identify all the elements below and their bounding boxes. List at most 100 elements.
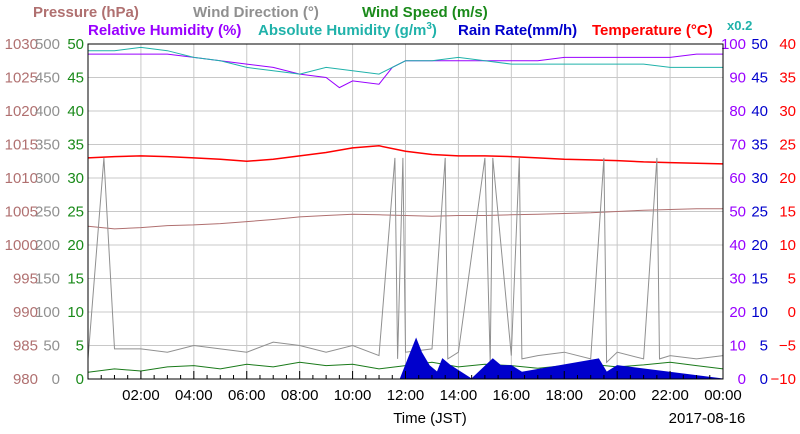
rain-rate-tick-label: 0 (760, 371, 768, 388)
pressure-tick-label: 1005 (5, 204, 38, 221)
humidity-tick-label: 60 (729, 170, 746, 187)
plot-area: 02:00 04:00 06:00 08:00 10:00 12:00 14:00 16:00… (87, 43, 742, 404)
wind-speed-tick-label: 10 (67, 304, 84, 321)
temperature-tick-label: 10 (779, 237, 796, 254)
wind-direction-tick-label: 300 (35, 170, 60, 187)
humidity-tick-label: 70 (729, 137, 746, 154)
wind-speed-tick-label: 15 (67, 271, 84, 288)
wind-direction-tick-label: 450 (35, 70, 60, 87)
x-tick-label: 18:00 (545, 387, 583, 404)
rain-rate-axis-labels: 0 5 10 15 20 25 30 35 40 45 50 (751, 36, 768, 388)
humidity-tick-label: 0 (738, 371, 746, 388)
header-relative-humidity: Relative Humidity (%) (88, 22, 241, 39)
series-temperature-c (87, 145, 724, 165)
pressure-tick-label: 980 (13, 371, 38, 388)
temperature-tick-label: 25 (779, 137, 796, 154)
rain-rate-tick-label: 20 (751, 237, 768, 254)
x-axis-label: Time (JST) (393, 410, 467, 427)
wind-speed-tick-label: 20 (67, 237, 84, 254)
temperature-tick-label: 40 (779, 36, 796, 53)
wind-speed-tick-label: 30 (67, 170, 84, 187)
wind-direction-axis-labels: 0 50 100 150 200 250 300 350 400 450 500 (35, 36, 60, 388)
temperature-tick-label: 20 (779, 170, 796, 187)
pressure-tick-label: 985 (13, 338, 38, 355)
pressure-tick-label: 1020 (5, 103, 38, 120)
header-pressure: Pressure (hPa) (33, 4, 139, 21)
pressure-tick-label: 1000 (5, 237, 38, 254)
rain-rate-tick-label: 40 (751, 103, 768, 120)
pressure-tick-label: 1010 (5, 170, 38, 187)
x-axis-ticks: 02:00 04:00 06:00 08:00 10:00 12:00 14:00 16:00… (87, 371, 742, 404)
date-label: 2017-08-16 (669, 410, 746, 427)
temperature-tick-label: 15 (779, 204, 796, 221)
wind-speed-tick-label: 40 (67, 103, 84, 120)
pressure-tick-label: 995 (13, 271, 38, 288)
x-tick-label: 22:00 (651, 387, 689, 404)
wind-speed-axis-labels: 0 5 10 15 20 25 30 35 40 45 50 (67, 36, 84, 388)
series-wind-direction (87, 157, 724, 364)
temperature-tick-label: 30 (779, 103, 796, 120)
x-tick-label: 16:00 (493, 387, 531, 404)
wind-speed-tick-label: 0 (76, 371, 84, 388)
pressure-axis-labels: 980 985 990 995 1000 1005 1010 1015 1020 1025 1030 (5, 36, 38, 388)
series-absolute-humidity-g-m3 (88, 46, 723, 75)
wind-direction-tick-label: 150 (35, 271, 60, 288)
wind-direction-tick-label: 0 (52, 371, 60, 388)
humidity-tick-label: 100 (721, 36, 746, 53)
pressure-tick-label: 1030 (5, 36, 38, 53)
humidity-tick-label: 10 (729, 338, 746, 355)
x-tick-label: 08:00 (281, 387, 319, 404)
humidity-tick-label: 50 (729, 204, 746, 221)
header-absolute-humidity-prefix: Absolute Humidity (g/m (258, 22, 426, 39)
x-tick-label: 00:00 (704, 387, 742, 404)
x-tick-label: 12:00 (387, 387, 425, 404)
series-pressure-hpa (87, 208, 723, 230)
temperature-tick-label: −10 (771, 371, 796, 388)
rain-rate-tick-label: 5 (760, 338, 768, 355)
wind-direction-tick-label: 500 (35, 36, 60, 53)
rain-rate-tick-label: 15 (751, 271, 768, 288)
header-legend: Pressure (hPa) Wind Direction (°) Wind S… (33, 4, 752, 39)
wind-direction-tick-label: 400 (35, 103, 60, 120)
x-tick-label: 14:00 (440, 387, 478, 404)
temperature-tick-label: 5 (788, 271, 796, 288)
humidity-tick-label: 90 (729, 70, 746, 87)
humidity-tick-label: 20 (729, 304, 746, 321)
temperature-tick-label: 0 (788, 304, 796, 321)
temperature-axis-labels: −10 −5 0 5 10 15 20 25 30 35 40 (771, 36, 796, 388)
wind-speed-tick-label: 35 (67, 137, 84, 154)
x-tick-label: 02:00 (122, 387, 160, 404)
header-absolute-humidity-suffix: ) (432, 22, 437, 39)
wind-direction-tick-label: 350 (35, 137, 60, 154)
x-tick-label: 20:00 (598, 387, 636, 404)
header-temperature: Temperature (°C) (592, 22, 713, 39)
wind-direction-tick-label: 250 (35, 204, 60, 221)
header-wind-direction: Wind Direction (°) (193, 4, 319, 21)
wind-direction-tick-label: 200 (35, 237, 60, 254)
rain-rate-tick-label: 10 (751, 304, 768, 321)
wind-speed-tick-label: 25 (67, 204, 84, 221)
header-absolute-humidity-sup: 3 (426, 21, 432, 32)
rain-rate-tick-label: 45 (751, 70, 768, 87)
header-rain-rate: Rain Rate(mm/h) (458, 22, 577, 39)
temperature-tick-label: −5 (779, 338, 796, 355)
wind-direction-tick-label: 50 (43, 338, 60, 355)
rain-rate-tick-label: 25 (751, 204, 768, 221)
temperature-tick-label: 35 (779, 70, 796, 87)
x-tick-label: 06:00 (228, 387, 266, 404)
humidity-tick-label: 30 (729, 271, 746, 288)
rain-rate-tick-label: 50 (751, 36, 768, 53)
humidity-tick-label: 40 (729, 237, 746, 254)
header-absolute-humidity: Absolute Humidity (g/m3) (258, 21, 437, 39)
wind-speed-tick-label: 5 (76, 338, 84, 355)
rain-rate-tick-label: 35 (751, 137, 768, 154)
pressure-tick-label: 1015 (5, 137, 38, 154)
header-scale-note: x0.2 (727, 18, 752, 33)
wind-speed-tick-label: 45 (67, 70, 84, 87)
header-wind-speed: Wind Speed (m/s) (362, 4, 488, 21)
pressure-tick-label: 1025 (5, 70, 38, 87)
x-tick-label: 10:00 (334, 387, 372, 404)
rain-rate-tick-label: 30 (751, 170, 768, 187)
wind-speed-tick-label: 50 (67, 36, 84, 53)
